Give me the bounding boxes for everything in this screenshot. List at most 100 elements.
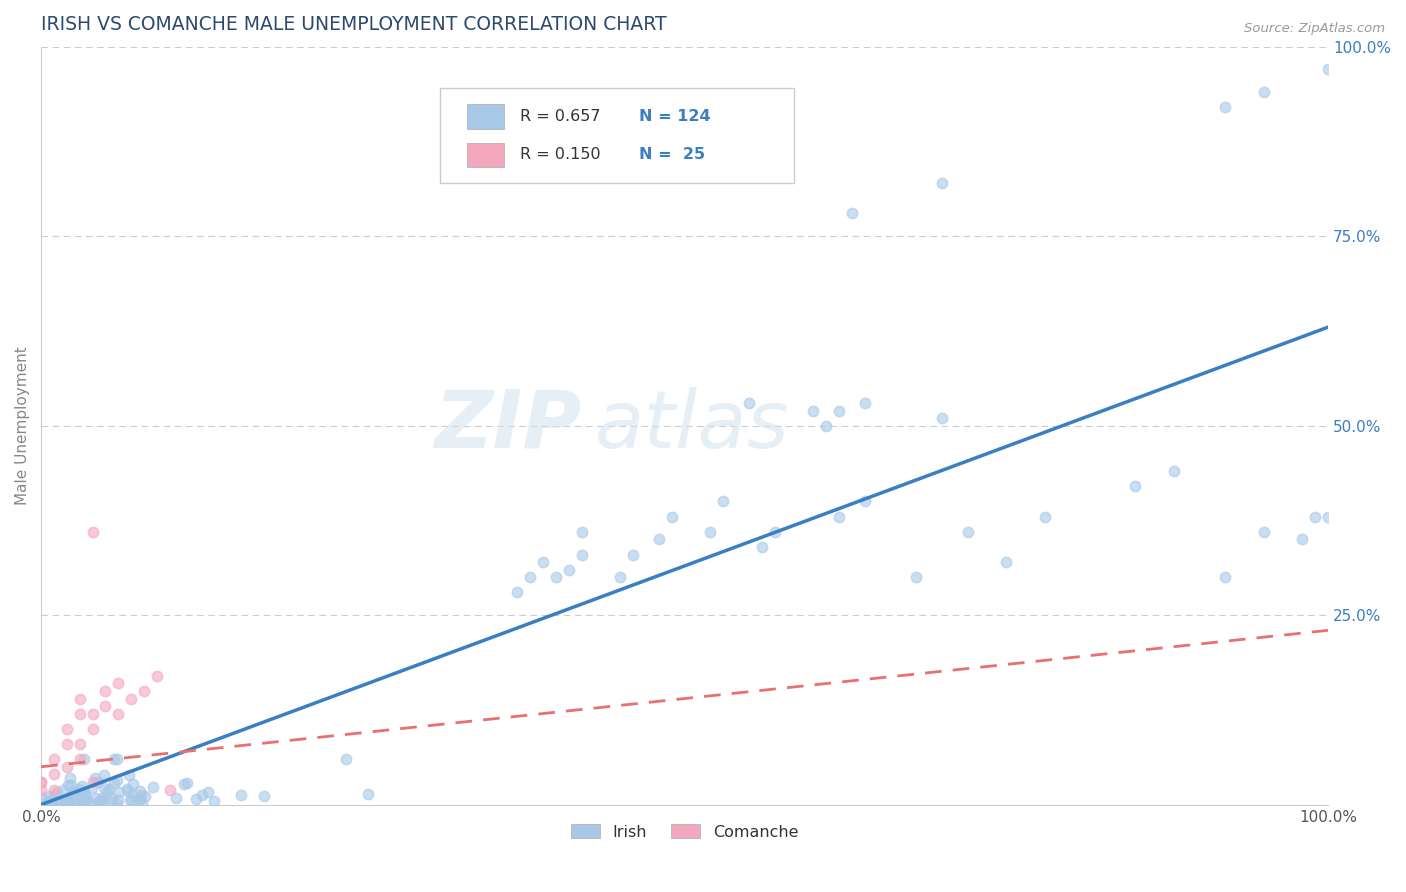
Point [117,783,139,797]
Point [1123,479,1146,493]
Point [73,789,96,804]
Point [1317,509,1340,524]
Point [56,778,79,792]
Point [828,403,851,417]
Point [202,794,225,808]
Text: R = 0.657: R = 0.657 [520,109,600,124]
Point [72,794,94,808]
Point [558,563,581,577]
Point [42,782,65,797]
Point [107,676,129,690]
Point [84,771,107,785]
Point [31,791,53,805]
Point [197,785,219,799]
Point [115,781,138,796]
Legend: Irish, Comanche: Irish, Comanche [565,818,804,846]
Point [231,788,253,802]
Point [69,691,91,706]
Point [763,524,786,539]
Point [72,784,94,798]
Text: atlas: atlas [595,386,789,465]
Point [42,767,65,781]
FancyBboxPatch shape [467,104,505,128]
Point [39,794,62,808]
Point [56,737,79,751]
Point [506,585,529,599]
Point [165,791,187,805]
Point [91,793,114,807]
Point [59,779,82,793]
Point [80,796,103,810]
Point [93,781,115,796]
Point [815,418,838,433]
Point [80,781,103,796]
Point [42,797,65,811]
Point [67,781,90,796]
Point [52,782,75,797]
Point [801,403,824,417]
Point [132,684,155,698]
Point [44,788,66,802]
Point [853,494,876,508]
FancyBboxPatch shape [467,143,505,167]
Point [1213,100,1236,114]
Point [30,775,52,789]
Point [98,782,121,797]
Point [995,555,1018,569]
Point [159,782,181,797]
Point [37,796,59,810]
Point [69,737,91,751]
Point [853,396,876,410]
FancyBboxPatch shape [440,88,794,183]
Point [82,524,104,539]
Point [571,548,593,562]
Point [956,524,979,539]
Point [129,784,152,798]
Point [107,706,129,721]
Point [56,792,79,806]
Point [105,752,128,766]
Point [335,752,357,766]
Point [738,396,761,410]
Point [129,792,152,806]
Point [59,771,82,785]
Point [46,793,69,807]
Point [118,768,141,782]
Point [101,795,124,809]
Text: N = 124: N = 124 [640,109,711,124]
Point [173,777,195,791]
Point [94,699,117,714]
Point [571,524,593,539]
Point [253,789,276,804]
Point [751,540,773,554]
Point [96,785,118,799]
Point [120,691,142,706]
Point [1163,464,1185,478]
Point [82,775,104,789]
Point [699,524,721,539]
Point [191,788,214,802]
Text: ZIP: ZIP [434,386,582,465]
Point [69,788,91,802]
Point [93,768,115,782]
Point [176,776,198,790]
Point [931,176,953,190]
Text: R = 0.150: R = 0.150 [520,147,600,162]
Point [1291,533,1313,547]
Point [82,706,104,721]
Point [90,790,112,805]
Point [69,752,91,766]
Point [103,752,125,766]
Point [73,752,96,766]
Point [84,790,107,805]
Y-axis label: Male Unemployment: Male Unemployment [15,346,30,505]
Point [905,570,928,584]
Point [122,777,145,791]
Point [105,772,128,787]
Point [1033,509,1056,524]
Point [52,794,75,808]
Point [56,760,79,774]
Point [86,774,108,789]
Point [59,788,82,802]
Point [89,796,111,810]
